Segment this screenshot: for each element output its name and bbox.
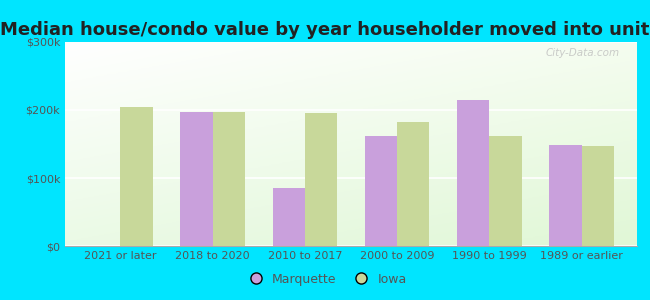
Bar — [180, 112, 213, 246]
Bar — [489, 136, 522, 246]
Bar — [457, 100, 489, 246]
Text: City-Data.com: City-Data.com — [546, 48, 620, 58]
Bar — [272, 188, 305, 246]
Bar — [213, 112, 245, 246]
Bar — [397, 122, 430, 246]
Bar — [582, 146, 614, 246]
Text: Median house/condo value by year householder moved into unit: Median house/condo value by year househo… — [0, 21, 650, 39]
Bar — [365, 136, 397, 246]
Bar — [120, 106, 153, 246]
Bar — [305, 113, 337, 246]
Legend: Marquette, Iowa: Marquette, Iowa — [238, 268, 412, 291]
Bar — [549, 146, 582, 246]
